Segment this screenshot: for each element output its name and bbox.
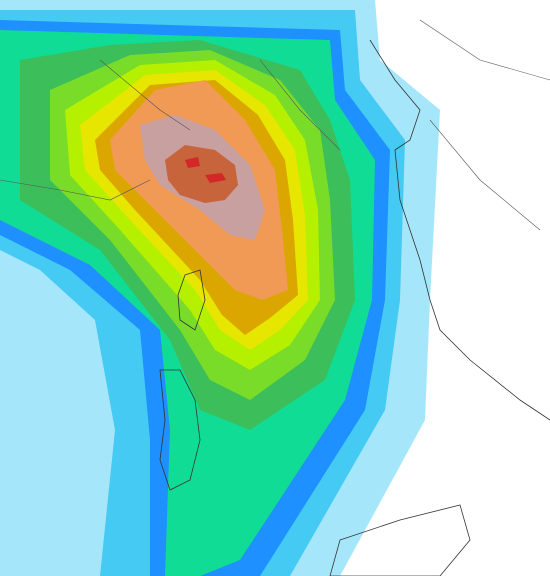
coast-italy xyxy=(369,39,550,421)
coastlines xyxy=(0,19,550,576)
precipitation-bands xyxy=(0,0,440,576)
band-brown xyxy=(165,145,238,203)
band-red xyxy=(185,157,226,183)
coast-sicily xyxy=(329,504,471,576)
coast-sardinia xyxy=(159,369,201,491)
border-lines xyxy=(0,19,550,231)
coast-corsica xyxy=(177,269,206,331)
